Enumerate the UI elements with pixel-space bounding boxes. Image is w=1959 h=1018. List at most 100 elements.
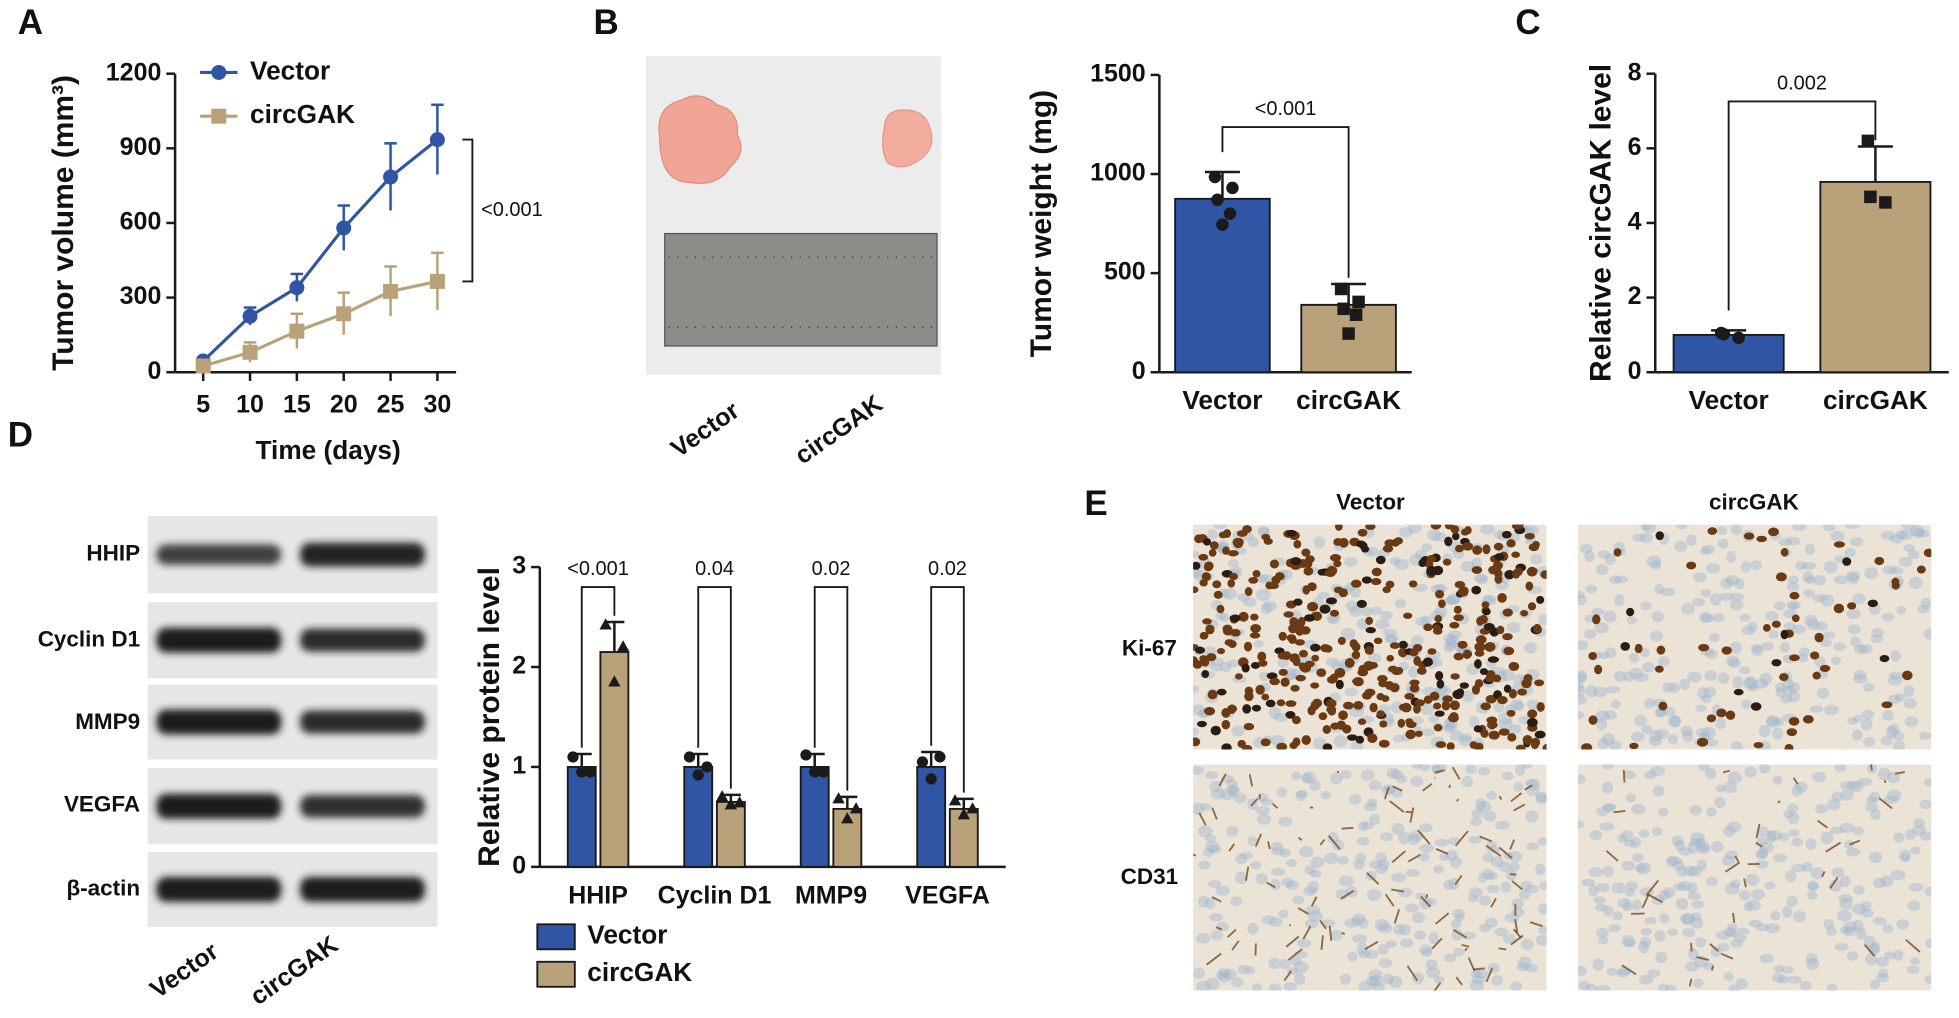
ihc-cell: [1787, 690, 1800, 703]
ihc-vessel: [1231, 940, 1240, 951]
ihc-cell: [1923, 628, 1932, 640]
ihc-cell: [1633, 672, 1649, 683]
ihc-cell: [1411, 635, 1424, 647]
ihc-nucleus: [1454, 544, 1464, 553]
ihc-cell: [1394, 598, 1407, 609]
ihc-cell: [1630, 837, 1642, 848]
ihc-cell: [1482, 868, 1495, 880]
ihc-cell: [1251, 983, 1263, 991]
ihc-cell: [1511, 898, 1524, 910]
ihc-nucleus: [1250, 661, 1261, 669]
ihc-vessel: [1777, 800, 1781, 804]
ihc-cell: [1537, 926, 1547, 935]
bar: [683, 765, 714, 868]
ihc-cell: [1509, 724, 1522, 734]
ihc-cell: [1681, 603, 1695, 615]
ihc-image: [1577, 524, 1932, 750]
ihc-cell: [1715, 930, 1730, 940]
ihc-cell: [1870, 809, 1881, 821]
ihc-cell: [1893, 832, 1905, 843]
ihc-cell: [1816, 687, 1829, 699]
ihc-cell: [1700, 613, 1715, 623]
ihc-vessel: [1341, 932, 1346, 935]
ihc-nucleus: [1418, 559, 1427, 568]
ihc-nucleus: [1620, 642, 1631, 651]
ihc-nucleus: [1202, 538, 1212, 546]
ihc-cell: [1840, 788, 1855, 801]
ihc-cell: [1526, 884, 1539, 894]
bar: [566, 765, 597, 868]
ihc-cell: [1877, 767, 1892, 781]
ihc-cell: [1660, 587, 1676, 597]
marker: [1717, 327, 1730, 341]
ihc-cell: [1699, 547, 1711, 555]
ihc-nucleus: [1654, 665, 1664, 673]
ihc-nucleus: [1786, 728, 1798, 737]
x-tick-label: circGAK: [1296, 385, 1401, 415]
ihc-cell: [1865, 802, 1879, 813]
ihc-cell: [1407, 524, 1422, 534]
ihc-cell: [1204, 897, 1216, 910]
ihc-cell: [1795, 781, 1808, 793]
ihc-nucleus: [1288, 635, 1297, 644]
x-tick-label: 25: [377, 391, 405, 419]
ihc-cell: [1425, 959, 1438, 970]
ihc-cell: [1791, 863, 1806, 873]
ihc-cell: [1642, 524, 1657, 534]
ihc-vessel: [1218, 773, 1227, 787]
ihc-cell: [1786, 582, 1800, 592]
ihc-cell: [1539, 881, 1547, 891]
ihc-nucleus: [1213, 590, 1223, 599]
y-tick-label: 0: [147, 357, 161, 385]
ihc-nucleus: [1771, 620, 1781, 628]
ihc-cell: [1222, 587, 1237, 600]
ihc-cell: [1233, 792, 1247, 804]
ihc-images: [1193, 524, 1932, 991]
ihc-cell: [1680, 913, 1696, 926]
ihc-cell: [1671, 835, 1684, 847]
ihc-cell: [1861, 709, 1875, 720]
ihc-cell: [1788, 828, 1800, 838]
ihc-cell: [1629, 667, 1643, 679]
ihc-cell: [1438, 852, 1450, 862]
ihc-vessel: [1613, 809, 1626, 814]
ihc-cell: [1337, 856, 1349, 865]
ihc-cell: [1756, 836, 1769, 846]
ihc-cell: [1924, 975, 1932, 984]
ihc-nucleus: [1789, 591, 1800, 600]
ihc-cell: [1773, 601, 1786, 611]
ihc-cell: [1608, 923, 1621, 933]
ihc-cell: [1869, 979, 1881, 990]
ihc-cell: [1827, 798, 1841, 811]
ihc-cell: [1215, 971, 1228, 980]
ihc-cell: [1196, 980, 1211, 991]
ihc-vessel: [1688, 978, 1693, 987]
ihc-vessel: [1228, 843, 1236, 852]
ihc-cell: [1657, 807, 1669, 817]
ihc-nucleus: [1218, 531, 1228, 539]
ihc-cell: [1673, 882, 1687, 891]
ihc-cell: [1471, 557, 1483, 569]
x-tick-label: 20: [330, 391, 358, 419]
ihc-cell: [1692, 572, 1707, 583]
significance-bracket: [697, 586, 732, 789]
ihc-vessel: [1513, 803, 1526, 812]
ihc-cell: [1791, 624, 1806, 634]
ihc-cell: [1413, 930, 1427, 940]
panel-label: B: [594, 3, 619, 42]
ihc-cell: [1844, 547, 1856, 558]
ihc-cell: [1793, 910, 1806, 923]
ihc-cell: [1834, 764, 1847, 773]
bar: [1672, 333, 1785, 374]
ihc-nucleus: [1725, 710, 1736, 720]
ihc-nucleus: [1528, 567, 1538, 574]
ihc-cell: [1695, 936, 1707, 948]
ihc-cell: [1506, 622, 1521, 633]
significance-label: <0.001: [567, 558, 629, 580]
ihc-cell: [1773, 964, 1785, 974]
ihc-cell: [1240, 851, 1254, 860]
ihc-cell: [1655, 728, 1670, 739]
ihc-cell: [1890, 650, 1901, 662]
ihc-vessel: [1384, 893, 1395, 907]
ihc-cell: [1445, 638, 1457, 651]
